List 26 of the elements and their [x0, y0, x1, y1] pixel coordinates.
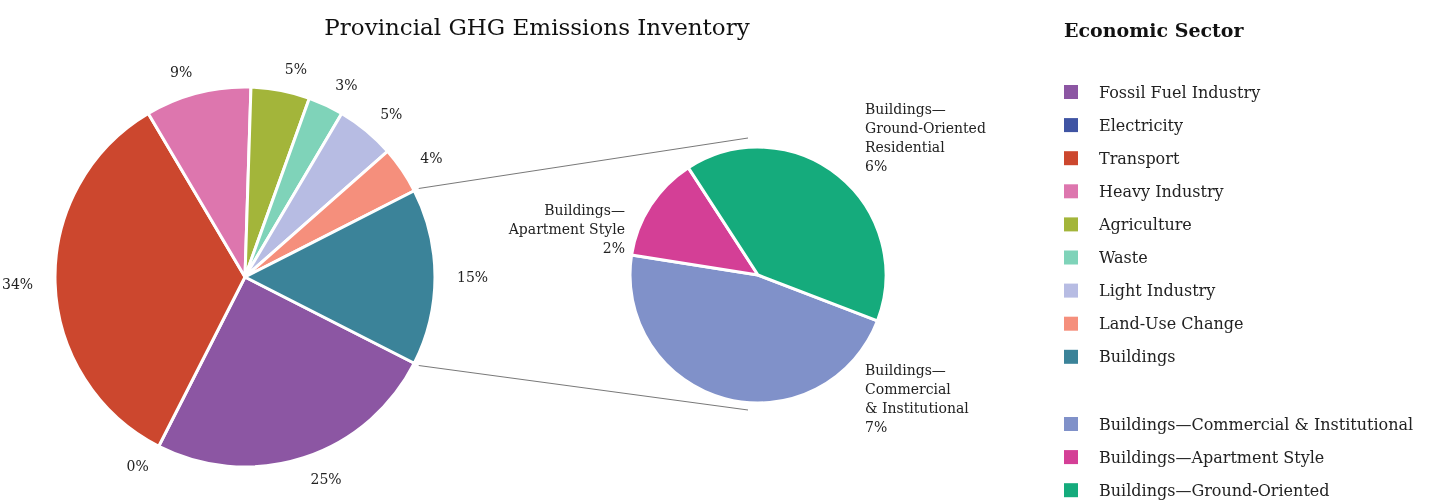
legend-label: Buildings—Ground-Oriented — [1099, 480, 1330, 500]
legend-label: Buildings—Commercial & Institutional — [1099, 414, 1414, 434]
text: 0% — [126, 457, 149, 474]
legend-title: Economic Sector — [1064, 19, 1245, 41]
data-label: Buildings— Ground-Oriented Residential 6% — [865, 101, 986, 174]
legend-label: Fossil Fuel Industry — [1099, 82, 1261, 102]
data-label: 25% — [310, 470, 342, 487]
legend-label: Land-Use Change — [1099, 314, 1244, 334]
data-label: Buildings— Commercial & Institutional 7% — [865, 362, 970, 435]
legend-label: Waste — [1099, 248, 1148, 267]
legend-label: Agriculture — [1098, 214, 1192, 234]
legend-label: Buildings — [1099, 347, 1176, 367]
legend-label: Light Industry — [1099, 281, 1216, 301]
data-label: 5% — [284, 60, 307, 77]
legend-label: Heavy Industry — [1099, 181, 1224, 201]
data-label: 5% — [380, 105, 403, 122]
data-label: 4% — [420, 149, 443, 166]
legend-label: Buildings—Apartment Style — [1099, 447, 1325, 467]
chart-title: Provincial GHG Emissions Inventory — [324, 14, 750, 40]
data-label: 15% — [457, 269, 489, 285]
data-label: 3% — [335, 77, 358, 94]
data-label: 34% — [1, 275, 34, 292]
data-label: 9% — [170, 63, 193, 80]
legend-label: Electricity — [1099, 115, 1183, 135]
data-label: Buildings— Apartment Style 2% — [507, 202, 625, 256]
legend-label: Transport — [1099, 148, 1180, 168]
